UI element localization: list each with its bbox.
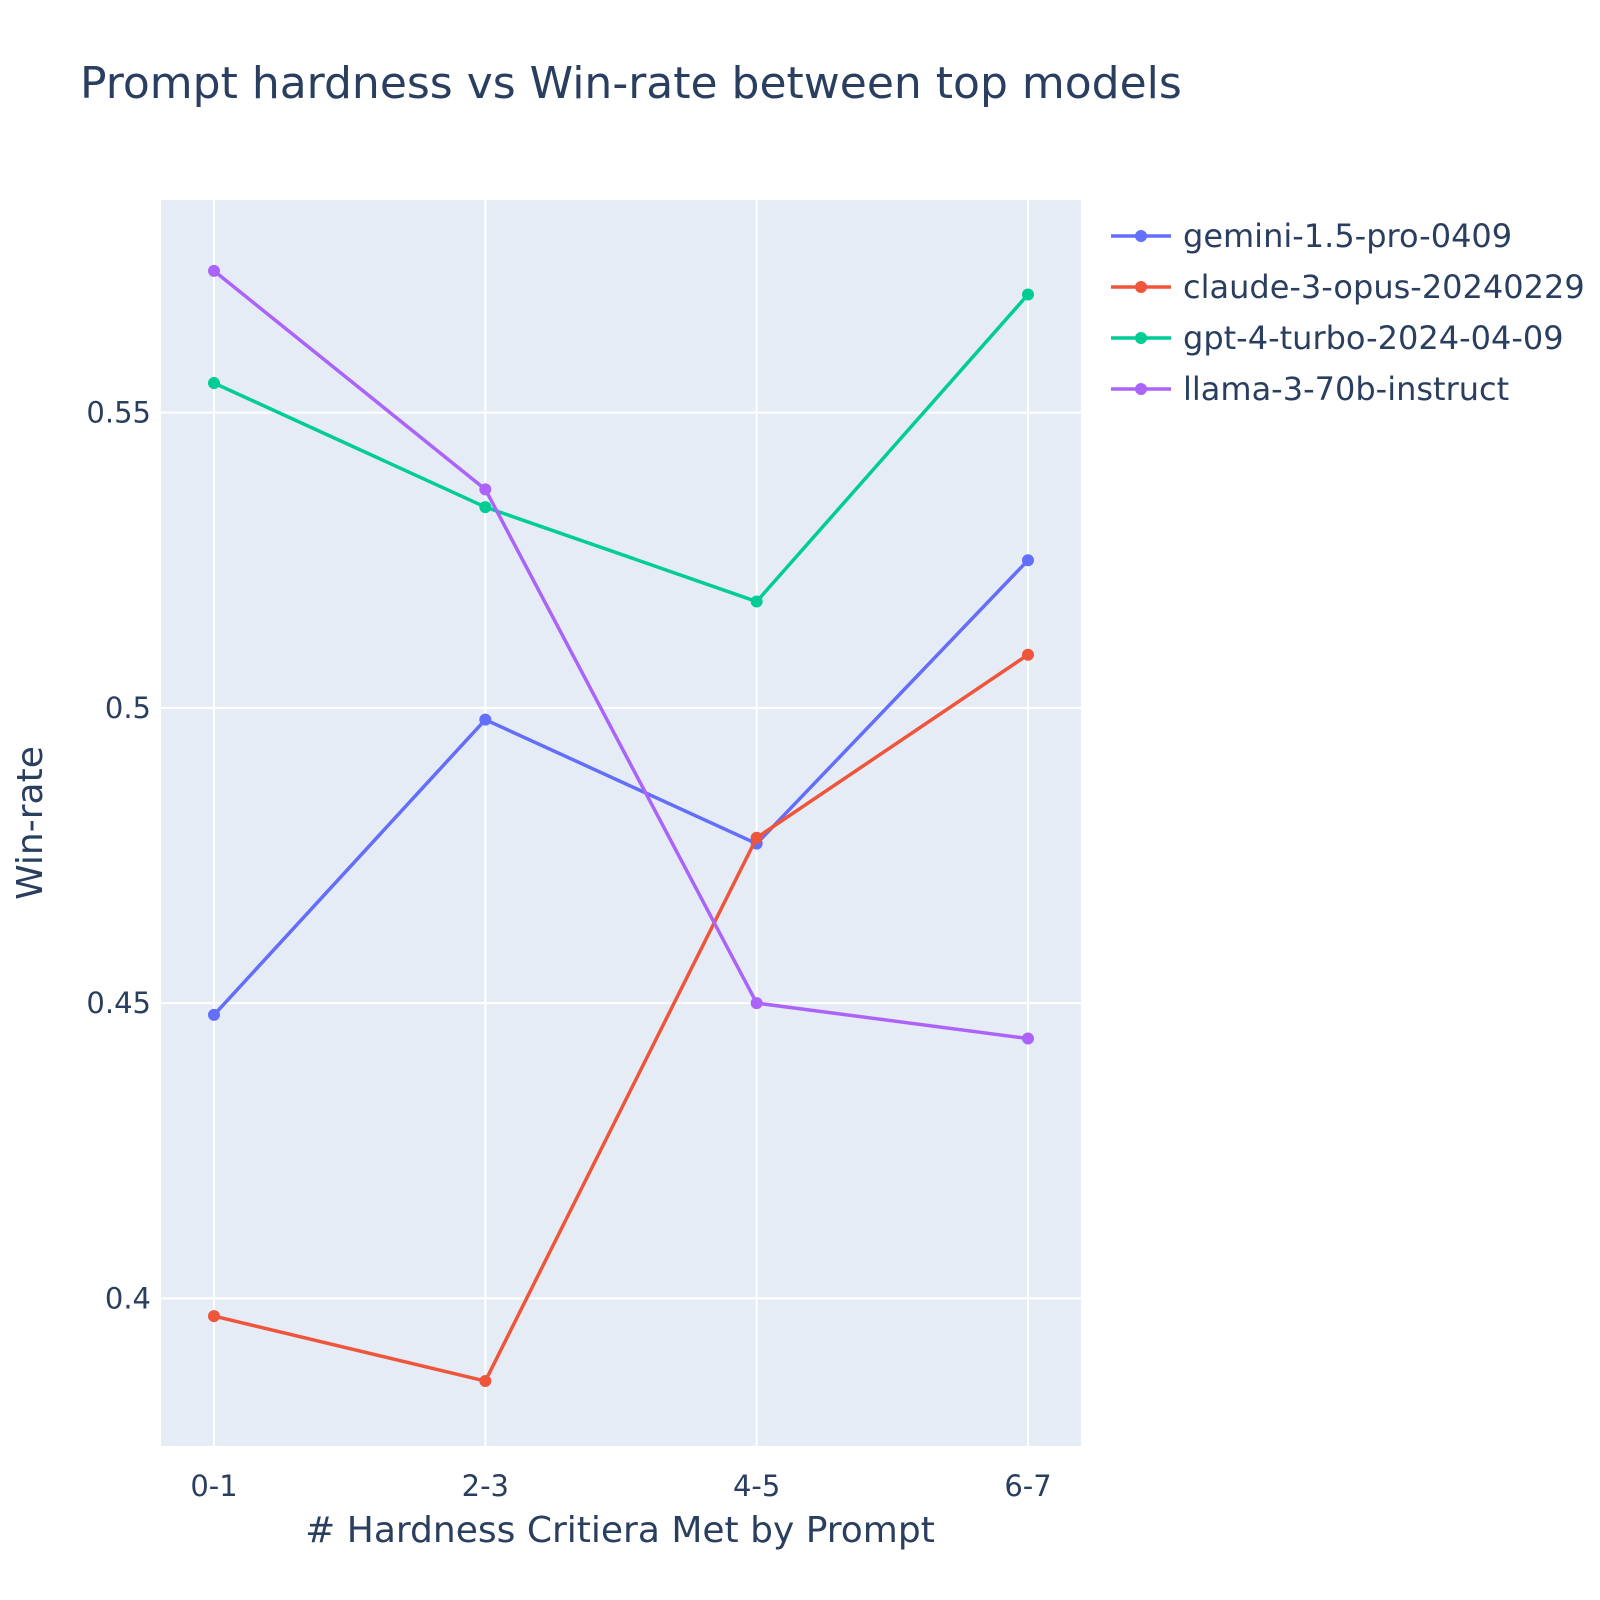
- legend-swatch-marker: [1135, 332, 1147, 344]
- data-point: [479, 483, 492, 496]
- y-axis-ticks: 0.4 0.45 0.5 0.55: [86, 396, 151, 1316]
- data-point: [208, 1310, 220, 1323]
- chart-title: Prompt hardness vs Win-rate between top …: [80, 58, 1182, 109]
- legend-label: llama-3-70b-instruct: [1183, 370, 1509, 408]
- legend-swatch-marker: [1135, 230, 1147, 242]
- x-gridlines: [213, 200, 1029, 1446]
- x-tick-label: 0-1: [190, 1469, 237, 1503]
- legend-item: claude-3-opus-20240229: [1111, 268, 1585, 306]
- legend-item: gpt-4-turbo-2024-04-09: [1111, 319, 1564, 357]
- legend: gemini-1.5-pro-0409 claude-3-opus-2024022…: [1111, 217, 1585, 408]
- legend-item: gemini-1.5-pro-0409: [1111, 217, 1512, 255]
- plot-area: [161, 200, 1081, 1446]
- data-point: [479, 713, 492, 726]
- data-point: [479, 501, 492, 514]
- y-tick-label: 0.5: [105, 691, 151, 725]
- x-axis-title: # Hardness Critiera Met by Prompt: [305, 1510, 935, 1551]
- legend-swatch-marker: [1135, 383, 1147, 395]
- x-axis-ticks: 0-1 2-3 4-5 6-7: [190, 1469, 1051, 1503]
- legend-item: llama-3-70b-instruct: [1111, 370, 1509, 408]
- data-point: [208, 377, 220, 390]
- y-tick-label: 0.4: [105, 1281, 151, 1315]
- data-point: [750, 595, 763, 608]
- data-point: [1022, 648, 1034, 661]
- series-gpt-4-turbo-2024-04-09: [208, 288, 1034, 608]
- x-tick-label: 2-3: [462, 1469, 509, 1503]
- legend-label: gpt-4-turbo-2024-04-09: [1183, 319, 1564, 357]
- series-line: [212, 269, 1029, 1041]
- data-point: [208, 264, 220, 277]
- x-tick-label: 6-7: [1004, 1469, 1051, 1503]
- series-llama-3-70b-instruct: [208, 264, 1034, 1045]
- data-point: [1022, 288, 1034, 301]
- series-claude-3-opus-20240229: [208, 648, 1034, 1388]
- data-point: [750, 997, 763, 1010]
- legend-label: gemini-1.5-pro-0409: [1183, 217, 1512, 255]
- y-tick-label: 0.55: [86, 396, 151, 430]
- series-line: [212, 559, 1030, 1017]
- y-tick-label: 0.45: [86, 986, 151, 1020]
- legend-swatch-marker: [1135, 281, 1147, 293]
- y-axis-title: Win-rate: [10, 746, 51, 900]
- legend-label: claude-3-opus-20240229: [1183, 268, 1585, 306]
- data-point: [479, 1375, 492, 1388]
- series-layer: [208, 264, 1034, 1388]
- data-point: [1022, 554, 1034, 567]
- data-point: [750, 831, 763, 844]
- series-line: [213, 653, 1029, 1383]
- data-point: [1022, 1032, 1034, 1045]
- y-gridlines: [161, 411, 1081, 1300]
- series-line: [213, 293, 1030, 604]
- x-tick-label: 4-5: [733, 1469, 780, 1503]
- data-point: [208, 1008, 220, 1021]
